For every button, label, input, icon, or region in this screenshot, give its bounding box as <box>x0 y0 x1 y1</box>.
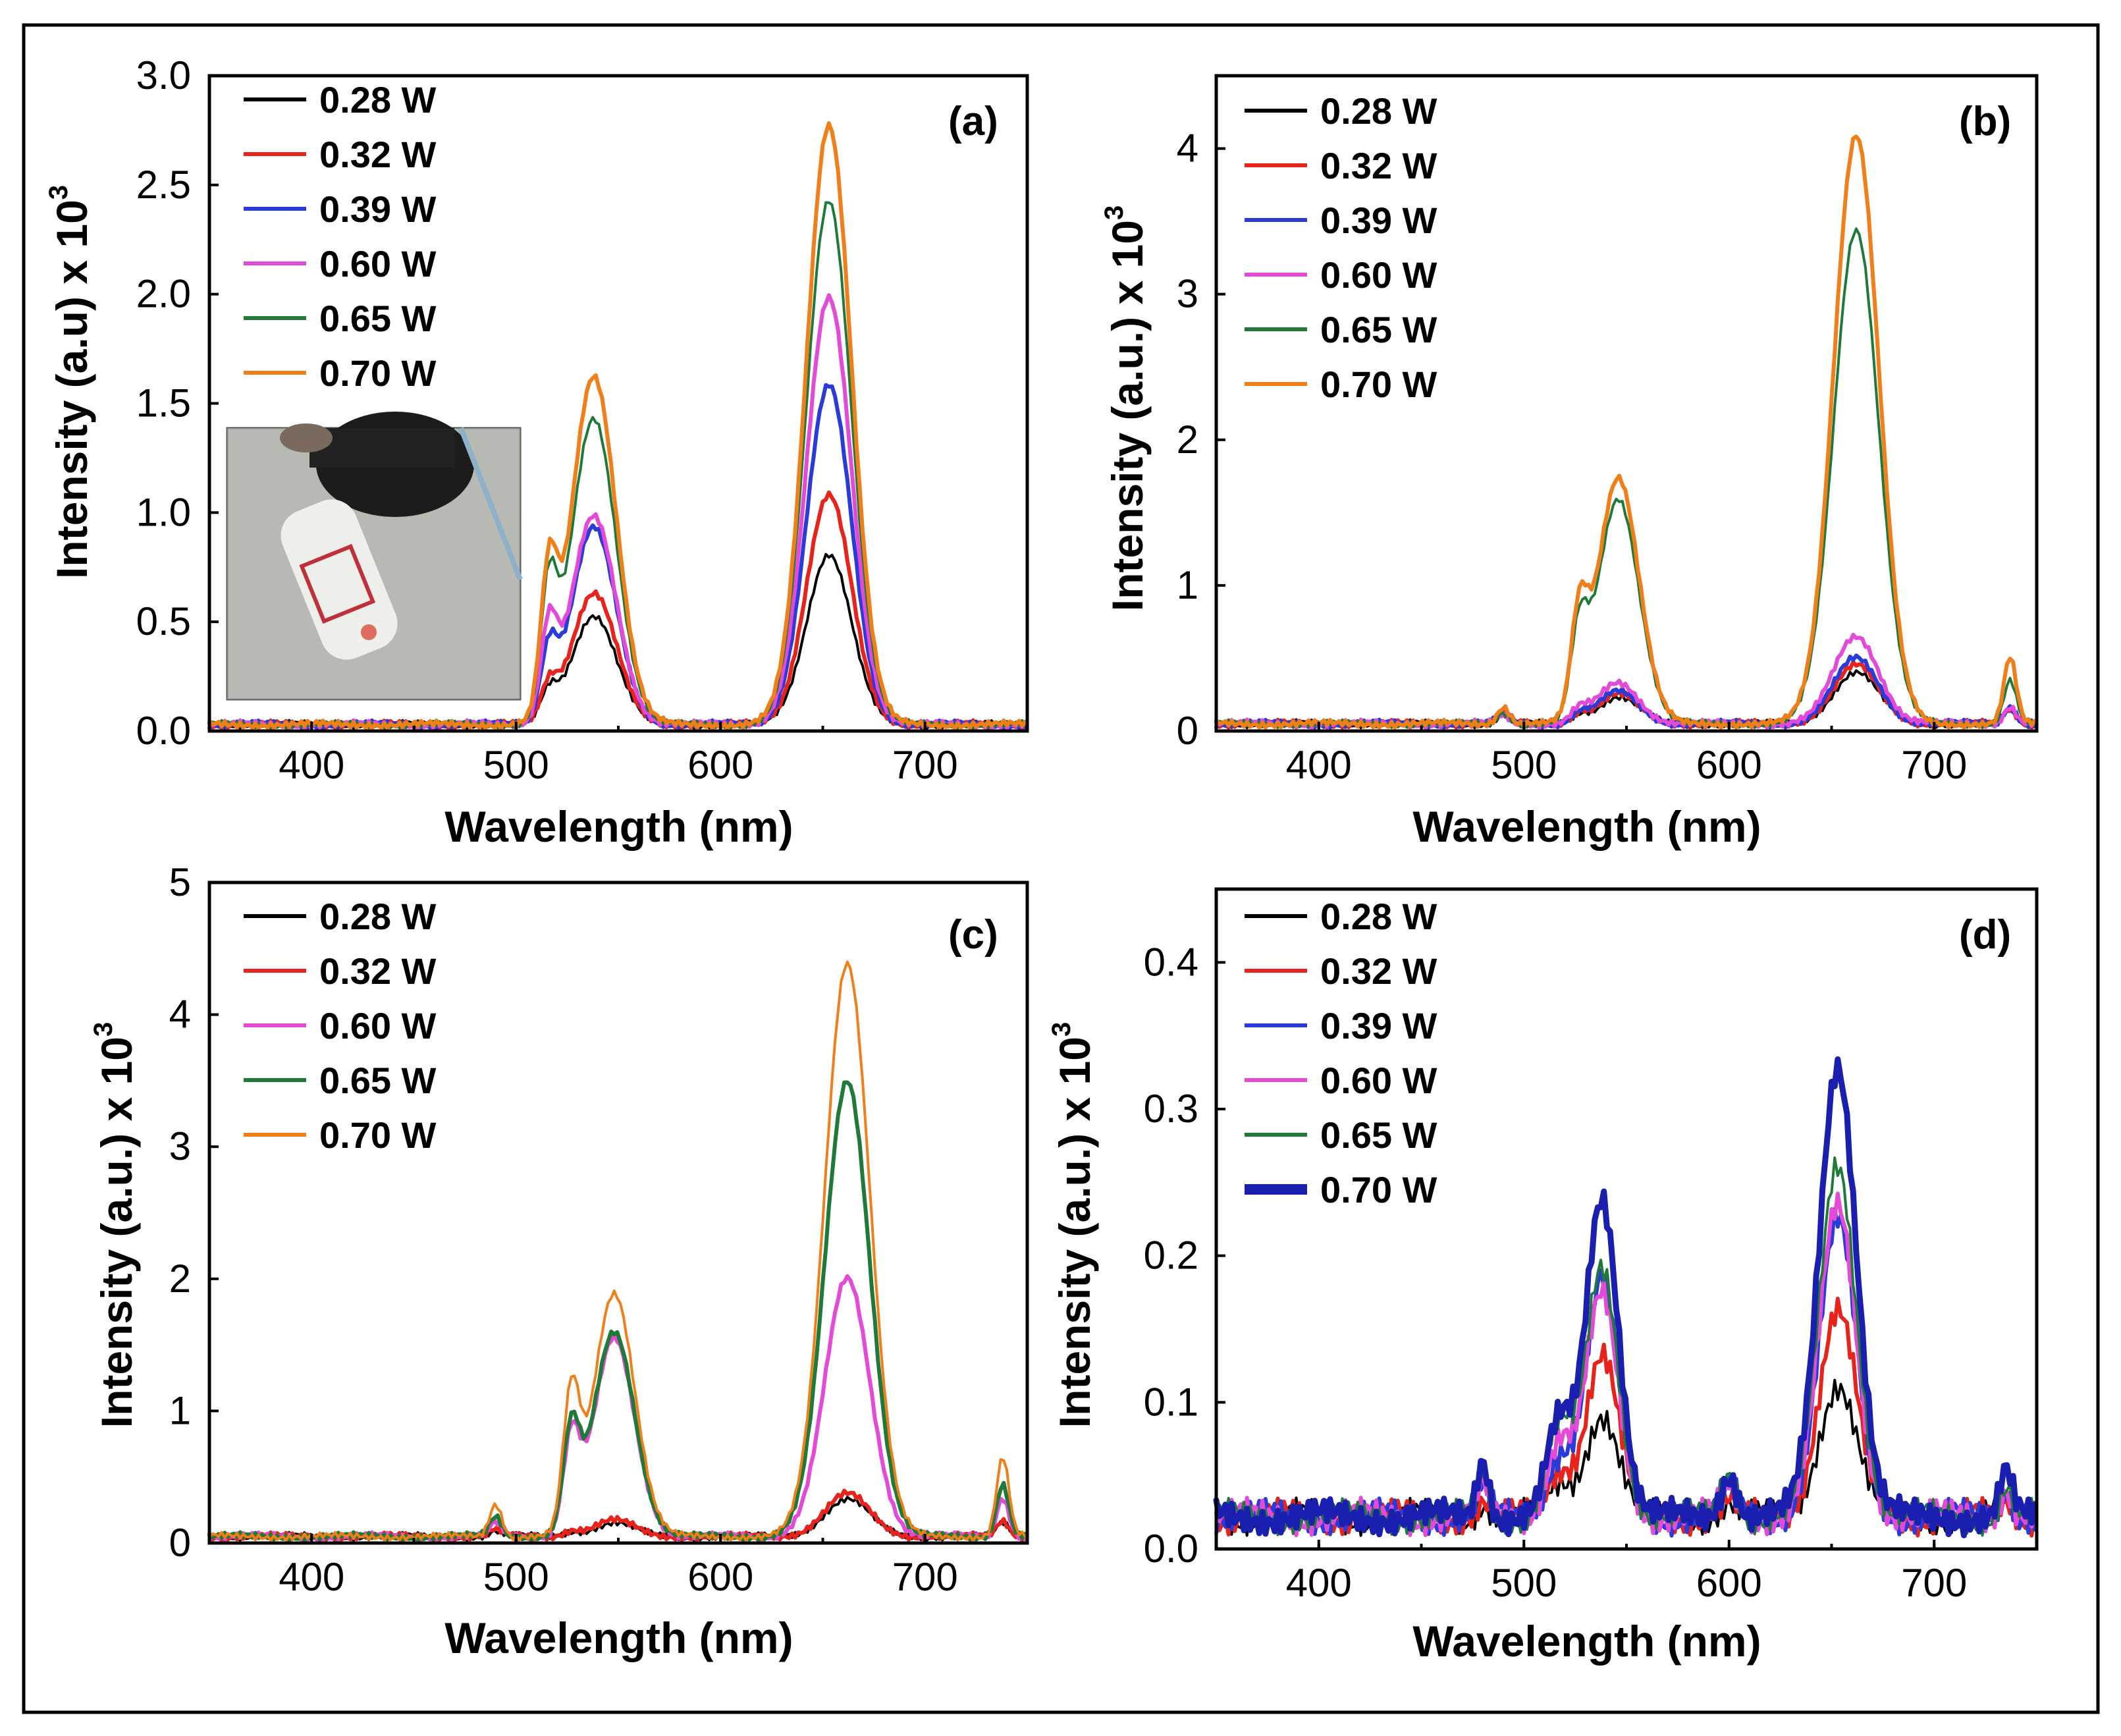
panel-b-xlabel: Wavelength (nm) <box>1412 802 1761 851</box>
panel-b-ylabel: Intensity (a.u.) x 103 <box>1100 205 1152 611</box>
panel-a-ytick-label: 0.5 <box>136 599 191 643</box>
panel-d-legend-label: 0.70 W <box>1320 1169 1437 1210</box>
panel-a-ytick-label: 2.5 <box>136 163 191 207</box>
panel-d-xtick-label: 600 <box>1696 1561 1762 1605</box>
panel-b-xtick-label: 700 <box>1901 743 1967 787</box>
panel-b: 400 500 600 700 0 1 2 3 4 0.28 W 0.32 W 0.39 W 0.60… <box>1100 74 2039 851</box>
panel-b-series-070W <box>1214 134 2037 730</box>
panel-a-xtick-label: 700 <box>892 743 958 787</box>
panel-d-ytick-label: 0.4 <box>1144 940 1198 984</box>
panel-c-legend-label: 0.32 W <box>319 950 437 992</box>
panel-c-ytick-label: 3 <box>169 1124 191 1168</box>
panel-d-ytick-label: 0.0 <box>1144 1527 1198 1571</box>
panel-a-xtick-label: 400 <box>279 743 344 787</box>
panel-a-legend: 0.28 W 0.32 W 0.39 W 0.60 W 0.65 W 0.70 W <box>244 79 437 394</box>
panel-b-xtick-label: 600 <box>1696 743 1762 787</box>
panel-a-legend-label: 0.60 W <box>319 243 437 285</box>
panel-a-ytick-label: 1.0 <box>136 490 191 534</box>
panel-a-legend-label: 0.65 W <box>319 298 437 339</box>
panel-c-ytick-label: 2 <box>169 1257 191 1301</box>
panel-c-xtick-label: 600 <box>687 1555 753 1599</box>
panel-d-legend-label: 0.32 W <box>1320 950 1437 992</box>
panel-c-ytick-label: 5 <box>169 860 191 904</box>
panel-c-ytick-label: 0 <box>169 1521 191 1565</box>
panel-b-ytick-label: 2 <box>1177 418 1198 462</box>
panel-a-series-070W <box>207 121 1027 731</box>
panel-d-ytick-label: 0.3 <box>1144 1087 1198 1131</box>
panel-a-legend-label: 0.28 W <box>319 79 437 121</box>
panel-b-ytick-label: 1 <box>1177 563 1198 607</box>
panel-d-legend-label: 0.60 W <box>1320 1060 1437 1101</box>
panel-c-ylabel: Intensity (a.u.) x 103 <box>89 1022 141 1428</box>
panel-b-axes: 400 500 600 700 0 1 2 3 4 <box>1177 74 2039 787</box>
panel-b-legend-label: 0.65 W <box>1320 309 1437 350</box>
panel-c-legend-label: 0.65 W <box>319 1060 437 1101</box>
panel-d-series-070W <box>1213 1056 2038 1538</box>
panel-c-ytick-label: 1 <box>169 1388 191 1432</box>
panel-b-legend-label: 0.60 W <box>1320 254 1437 296</box>
panel-a-legend-label: 0.32 W <box>319 134 437 175</box>
panel-b-legend-label: 0.28 W <box>1320 90 1437 132</box>
panel-a-xtick-label: 500 <box>483 743 549 787</box>
panel-c-axes: 400 500 600 700 0 1 2 3 4 5 <box>169 860 1029 1599</box>
panel-d-legend-label: 0.65 W <box>1320 1114 1437 1156</box>
panel-a-legend-label: 0.70 W <box>319 352 437 394</box>
panel-d: 400 500 600 700 0.0 0.1 0.2 0.3 0.4 0.28 W 0.32 W… <box>1047 887 2039 1666</box>
panel-a-axes: 400 500 600 700 0.0 0.5 1.0 1.5 2.0 2.5 3.0 <box>136 53 1029 787</box>
panel-c-curves <box>207 960 1027 1543</box>
panel-b-curves <box>1214 134 2037 730</box>
panel-b-ytick-label: 3 <box>1177 272 1198 316</box>
panel-a-curves <box>207 121 1027 731</box>
panel-c-xlabel: Wavelength (nm) <box>444 1614 793 1662</box>
panel-d-legend-label: 0.39 W <box>1320 1005 1437 1046</box>
panel-c-legend-label: 0.28 W <box>319 896 437 937</box>
panel-b-legend-label: 0.32 W <box>1320 145 1437 186</box>
panel-b-xtick-label: 400 <box>1286 743 1352 787</box>
panel-a-ytick-label: 0.0 <box>136 709 191 753</box>
panel-d-curves <box>1213 1056 2038 1538</box>
panel-d-ylabel: Intensity (a.u.) x 103 <box>1047 1022 1099 1428</box>
panel-d-legend: 0.28 W 0.32 W 0.39 W 0.60 W 0.65 W 0.70 W <box>1245 896 1437 1210</box>
panel-d-xtick-label: 400 <box>1286 1561 1352 1605</box>
panel-a-ytick-label: 3.0 <box>136 53 191 97</box>
panel-c-legend-label: 0.60 W <box>319 1005 437 1046</box>
panel-a-ytick-label: 1.5 <box>136 381 191 425</box>
panel-b-ytick-label: 0 <box>1177 709 1198 753</box>
panel-c-xtick-label: 700 <box>892 1555 958 1599</box>
panel-d-ytick-label: 0.2 <box>1144 1234 1198 1278</box>
panel-c: 400 500 600 700 0 1 2 3 4 5 0.28 W 0.32 W 0.60 W 0.6… <box>89 860 1029 1662</box>
panel-c-xtick-label: 500 <box>483 1555 549 1599</box>
panel-b-xtick-label: 500 <box>1491 743 1557 787</box>
panel-a-tag: (a) <box>948 99 998 144</box>
panel-c-xtick-label: 400 <box>279 1555 344 1599</box>
panel-b-tag: (b) <box>1959 99 2011 144</box>
panel-c-legend-label: 0.70 W <box>319 1114 437 1156</box>
panel-b-legend: 0.28 W 0.32 W 0.39 W 0.60 W 0.65 W 0.70 W <box>1245 90 1437 405</box>
panel-d-xtick-label: 500 <box>1491 1561 1557 1605</box>
panel-d-tag: (d) <box>1959 912 2011 958</box>
panel-d-axes: 400 500 600 700 0.0 0.1 0.2 0.3 0.4 <box>1144 887 2039 1605</box>
panel-c-series-065W <box>207 1080 1027 1543</box>
panel-d-xtick-label: 700 <box>1901 1561 1967 1605</box>
panel-c-series-070W <box>208 960 1027 1542</box>
panel-b-ytick-label: 4 <box>1177 126 1198 171</box>
panel-a-xtick-label: 600 <box>687 743 753 787</box>
panel-d-legend-label: 0.28 W <box>1320 896 1437 937</box>
panel-a-legend-label: 0.39 W <box>319 188 437 230</box>
panel-c-legend: 0.28 W 0.32 W 0.60 W 0.65 W 0.70 W <box>244 896 437 1156</box>
panel-c-ytick-label: 4 <box>169 992 191 1037</box>
panel-b-legend-label: 0.39 W <box>1320 200 1437 241</box>
panel-a-xlabel: Wavelength (nm) <box>444 802 793 851</box>
figure-frame <box>22 23 2100 1714</box>
panel-a-inset-photo <box>226 412 523 701</box>
panel-d-xlabel: Wavelength (nm) <box>1412 1617 1761 1666</box>
panel-a: 400 500 600 700 0.0 0.5 1.0 1.5 2.0 2.5 3.0 0.28 W… <box>44 53 1029 851</box>
panel-d-ytick-label: 0.1 <box>1144 1380 1198 1424</box>
panel-a-ytick-label: 2.0 <box>136 272 191 316</box>
panel-b-legend-label: 0.70 W <box>1320 364 1437 405</box>
panel-c-tag: (c) <box>948 912 998 958</box>
panel-a-ylabel: Intensity (a.u) x 103 <box>44 185 96 579</box>
